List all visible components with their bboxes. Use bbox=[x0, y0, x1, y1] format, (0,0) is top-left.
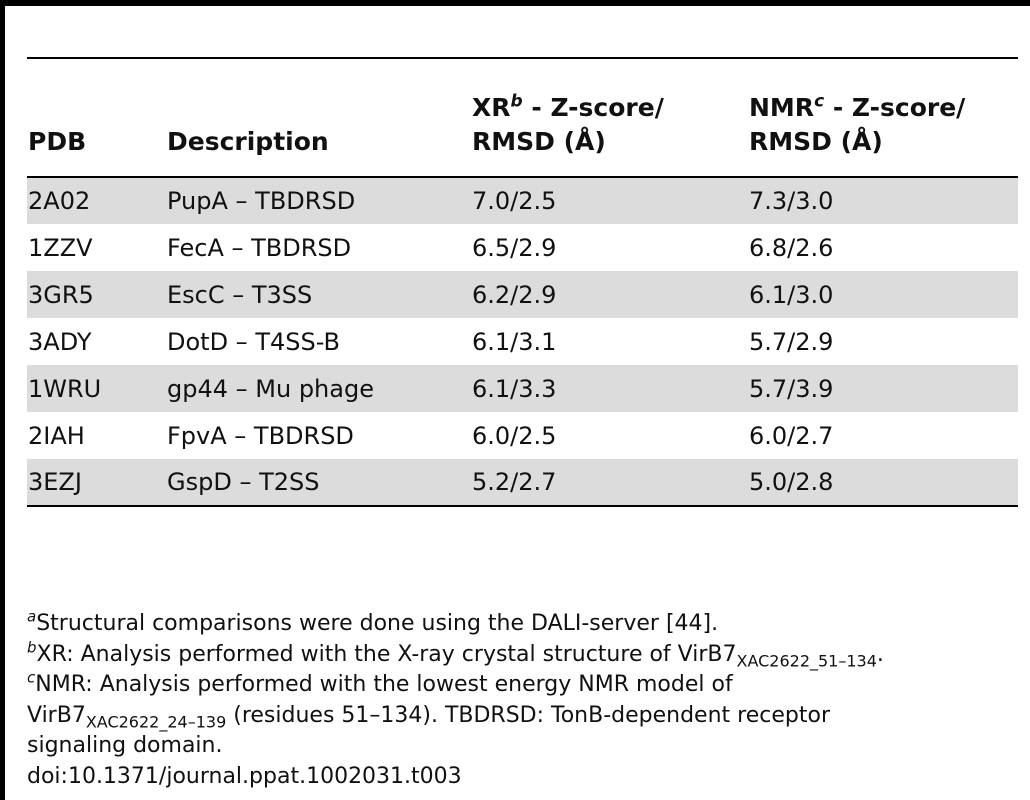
header-xr-label-rest: - Z-score/ bbox=[522, 93, 664, 122]
cell-xr: 7.0/2.5 bbox=[472, 177, 749, 224]
cell-nmr: 5.7/3.9 bbox=[749, 365, 1018, 412]
header-nmr: NMRc - Z-score/ RMSD (Å) bbox=[749, 58, 1018, 177]
cell-description: DotD – T4SS-B bbox=[167, 327, 340, 356]
doi-link[interactable]: doi:10.1371/journal.ppat.1002031.t003 bbox=[27, 763, 462, 789]
cell-nmr: 5.7/2.9 bbox=[749, 327, 834, 356]
footnote-c-line2: VirB7XAC2622_24–139 (residues 51–134). T… bbox=[27, 701, 1017, 732]
footnote-c-text: NMR: Analysis performed with the lowest … bbox=[35, 672, 733, 697]
header-row: PDB Description XRb - Z-score/ RMSD (Å) … bbox=[27, 58, 1018, 177]
table-row: 2IAH FpvA – TBDRSD 6.0/2.5 6.0/2.7 bbox=[27, 412, 1018, 459]
footnote-c-line3: signaling domain. bbox=[27, 733, 223, 758]
cell-description: gp44 – Mu phage bbox=[167, 365, 472, 412]
header-nmr-footnote-mark: c bbox=[814, 91, 825, 112]
table-body: 2A02 PupA – TBDRSD 7.0/2.5 7.3/3.0 1ZZV … bbox=[27, 177, 1018, 506]
footnote-b-end: . bbox=[876, 641, 884, 667]
header-xr-footnote-mark: b bbox=[510, 91, 523, 112]
cell-xr: 5.2/2.7 bbox=[472, 459, 749, 506]
cell-pdb: 3EZJ bbox=[27, 459, 167, 506]
header-description: Description bbox=[167, 127, 329, 156]
structural-comparison-table: PDB Description XRb - Z-score/ RMSD (Å) … bbox=[27, 57, 1018, 507]
cell-nmr: 6.1/3.0 bbox=[749, 271, 1018, 318]
footnote-a: aStructural comparisons were done using … bbox=[27, 609, 1017, 640]
header-xr-label-line2: RMSD (Å) bbox=[472, 127, 606, 156]
cell-description: PupA – TBDRSD bbox=[167, 177, 472, 224]
cell-nmr: 7.3/3.0 bbox=[749, 177, 1018, 224]
footnote-c-subscript: XAC2622_24–139 bbox=[85, 711, 227, 731]
footnote-c: cNMR: Analysis performed with the lowest… bbox=[27, 670, 1017, 701]
header-pdb: PDB bbox=[28, 127, 87, 156]
footnote-c-mark: c bbox=[27, 668, 36, 687]
footnote-a-text: Structural comparisons were done using t… bbox=[36, 611, 719, 636]
table-footnotes: aStructural comparisons were done using … bbox=[27, 609, 1017, 792]
cell-nmr: 6.8/2.6 bbox=[749, 233, 834, 262]
footnote-b-text: XR: Analysis performed with the X-ray cr… bbox=[36, 641, 737, 667]
cell-description: FpvA – TBDRSD bbox=[167, 421, 354, 450]
cell-xr: 6.0/2.5 bbox=[472, 421, 557, 450]
header-nmr-label: NMR bbox=[749, 93, 815, 122]
left-border-rule bbox=[0, 0, 5, 800]
header-xr-label: XR bbox=[472, 93, 511, 122]
cell-pdb: 3GR5 bbox=[27, 271, 167, 318]
header-nmr-label-line2: RMSD (Å) bbox=[749, 127, 883, 156]
table-row: 1WRU gp44 – Mu phage 6.1/3.3 5.7/3.9 bbox=[27, 365, 1018, 412]
table-row: 3GR5 EscC – T3SS 6.2/2.9 6.1/3.0 bbox=[27, 271, 1018, 318]
header-xr: XRb - Z-score/ RMSD (Å) bbox=[472, 58, 749, 177]
cell-pdb: 2IAH bbox=[28, 421, 85, 450]
cell-pdb: 1WRU bbox=[27, 365, 167, 412]
cell-description: EscC – T3SS bbox=[167, 271, 472, 318]
table-row: 2A02 PupA – TBDRSD 7.0/2.5 7.3/3.0 bbox=[27, 177, 1018, 224]
cell-xr: 6.5/2.9 bbox=[472, 233, 557, 262]
footnote-b: bXR: Analysis performed with the X-ray c… bbox=[27, 640, 1017, 671]
comparison-table-container: PDB Description XRb - Z-score/ RMSD (Å) … bbox=[27, 57, 1018, 507]
footnote-c-residues: (residues 51–134). TBDRSD: TonB-dependen… bbox=[226, 702, 830, 728]
top-border-rule bbox=[0, 0, 1030, 6]
cell-pdb: 2A02 bbox=[27, 177, 167, 224]
cell-description: FecA – TBDRSD bbox=[167, 233, 352, 262]
header-nmr-label-rest: - Z-score/ bbox=[824, 93, 966, 122]
table-row: 3EZJ GspD – T2SS 5.2/2.7 5.0/2.8 bbox=[27, 459, 1018, 506]
table-row: 1ZZV FecA – TBDRSD 6.5/2.9 6.8/2.6 bbox=[27, 224, 1018, 271]
cell-pdb: 3ADY bbox=[28, 327, 92, 356]
cell-nmr: 6.0/2.7 bbox=[749, 421, 834, 450]
table-row: 3ADY DotD – T4SS-B 6.1/3.1 5.7/2.9 bbox=[27, 318, 1018, 365]
footnote-b-mark: b bbox=[27, 638, 37, 657]
cell-pdb: 1ZZV bbox=[28, 233, 93, 262]
cell-nmr: 5.0/2.8 bbox=[749, 459, 1018, 506]
cell-description: GspD – T2SS bbox=[167, 459, 472, 506]
table-header: PDB Description XRb - Z-score/ RMSD (Å) … bbox=[27, 58, 1018, 177]
footnote-b-subscript: XAC2622_51–134 bbox=[736, 650, 877, 670]
footnote-a-mark: a bbox=[27, 607, 37, 626]
cell-xr: 6.1/3.1 bbox=[472, 327, 557, 356]
cell-xr: 6.2/2.9 bbox=[472, 271, 749, 318]
cell-xr: 6.1/3.3 bbox=[472, 365, 749, 412]
footnote-c-virb7: VirB7 bbox=[27, 702, 86, 728]
